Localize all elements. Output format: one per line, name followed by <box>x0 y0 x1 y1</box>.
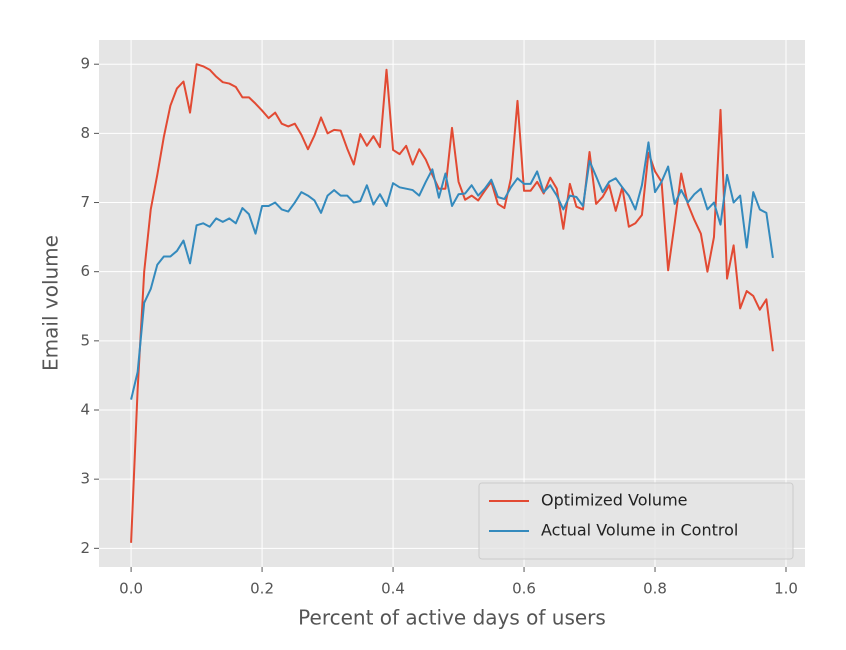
y-tick-label: 3 <box>80 470 90 488</box>
y-tick-label: 5 <box>80 331 90 349</box>
series-line <box>130 141 774 400</box>
x-tick-label: 0.6 <box>512 580 536 598</box>
y-axis-label: Email volume <box>39 235 63 371</box>
lines <box>130 63 774 543</box>
y-tick-label: 7 <box>80 193 90 211</box>
x-tick-label: 0.2 <box>250 580 274 598</box>
x-tick-label: 0.8 <box>643 580 667 598</box>
x-axis-label: Percent of active days of users <box>298 606 606 630</box>
x-tick-label: 0.0 <box>119 580 143 598</box>
series-line <box>130 63 774 543</box>
y-tick-label: 6 <box>80 262 90 280</box>
legend-box <box>478 482 794 560</box>
y-tick-label: 4 <box>80 401 90 419</box>
y-tick-label: 2 <box>80 539 90 557</box>
x-tick-label: 0.4 <box>381 580 405 598</box>
legend-label: Actual Volume in Control <box>541 521 738 540</box>
legend-label: Optimized Volume <box>541 491 688 510</box>
labels: 2 3 4 5 6 7 8 9 0.0 0.2 0.4 0.6 0.8 1.0 <box>80 55 797 598</box>
y-tick-label: 8 <box>80 124 90 142</box>
y-tick-label: 9 <box>80 55 90 73</box>
x-tick-label: 1.0 <box>774 580 798 598</box>
